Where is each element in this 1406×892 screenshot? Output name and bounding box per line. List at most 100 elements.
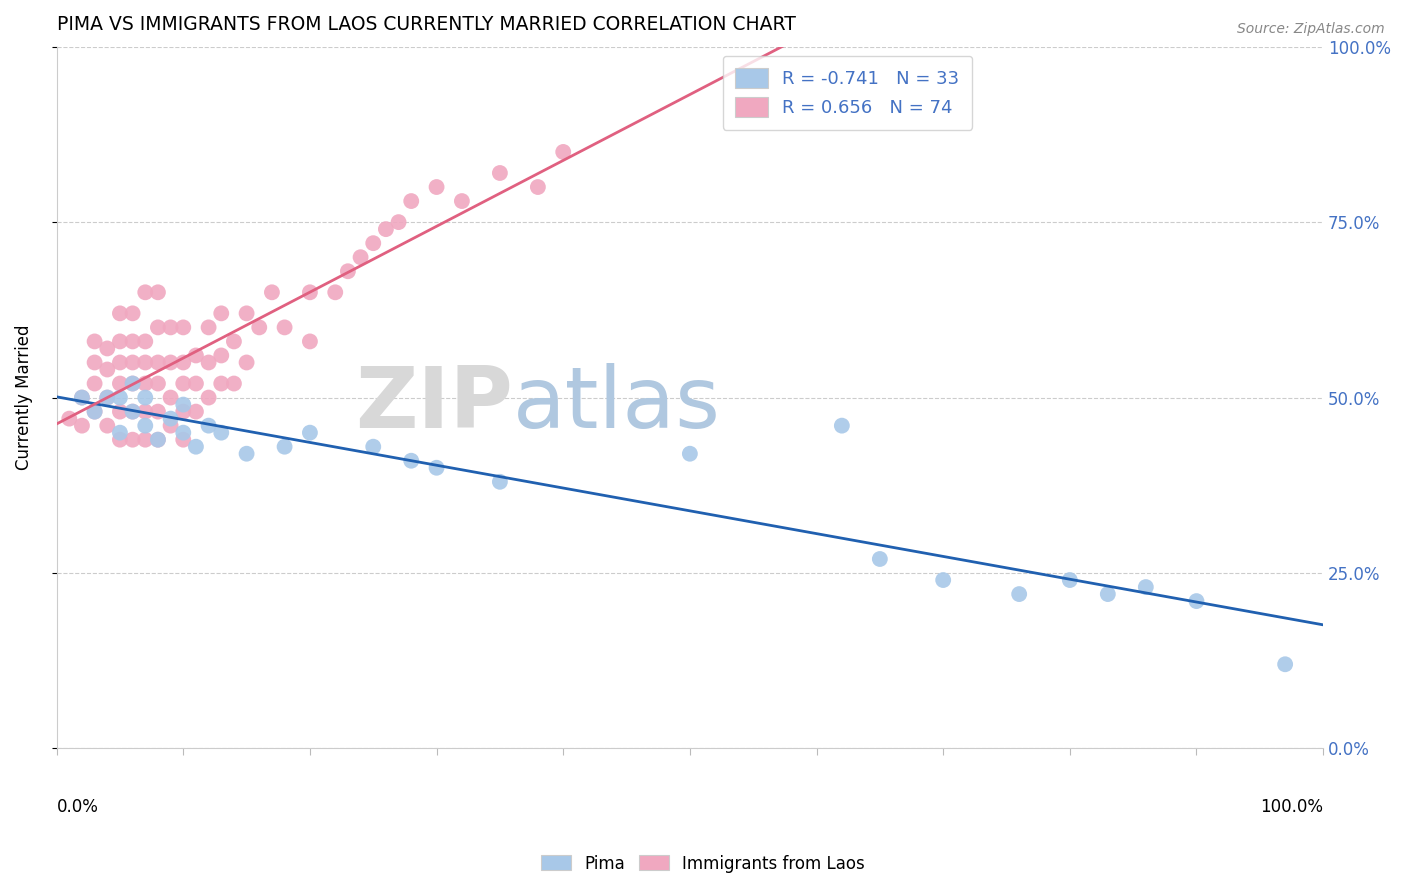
Point [831,418,853,433]
Point [96,391,118,405]
Point [1008,587,1031,601]
Point [426,180,449,194]
Point [146,285,169,300]
Point [399,194,422,208]
Point [235,447,257,461]
Point [83,404,105,418]
Point [134,334,156,349]
Point [1097,587,1119,601]
Point [159,355,181,369]
Point [235,355,257,369]
Point [159,391,181,405]
Point [349,250,371,264]
Y-axis label: Currently Married: Currently Married [15,325,32,470]
Point [197,391,219,405]
Point [108,334,131,349]
Point [134,418,156,433]
Point [235,306,257,320]
Point [361,440,384,454]
Point [336,264,359,278]
Point [121,376,143,391]
Legend: R = -0.741   N = 33, R = 0.656   N = 74: R = -0.741 N = 33, R = 0.656 N = 74 [723,55,972,129]
Point [70,418,93,433]
Text: Source: ZipAtlas.com: Source: ZipAtlas.com [1237,22,1385,37]
Point [146,355,169,369]
Point [197,355,219,369]
Point [197,320,219,334]
Point [399,454,422,468]
Point [184,440,207,454]
Text: ZIP: ZIP [354,363,513,446]
Point [134,404,156,418]
Text: 100.0%: 100.0% [1260,797,1323,815]
Point [172,433,194,447]
Point [134,391,156,405]
Point [323,285,346,300]
Point [222,334,245,349]
Point [172,355,194,369]
Point [108,355,131,369]
Point [121,334,143,349]
Point [184,404,207,418]
Point [197,418,219,433]
Point [361,236,384,251]
Point [172,376,194,391]
Point [489,166,512,180]
Point [298,334,321,349]
Point [273,320,295,334]
Text: atlas: atlas [513,363,720,446]
Point [96,391,118,405]
Point [374,222,396,236]
Point [83,376,105,391]
Point [83,334,105,349]
Point [222,376,245,391]
Point [121,404,143,418]
Point [121,404,143,418]
Point [247,320,270,334]
Point [83,404,105,418]
Point [108,404,131,418]
Point [298,425,321,440]
Point [553,145,575,159]
Point [146,433,169,447]
Point [108,306,131,320]
Point [451,194,474,208]
Point [172,425,194,440]
Point [121,376,143,391]
Point [146,433,169,447]
Point [273,440,295,454]
Point [869,552,891,566]
Point [159,411,181,425]
Point [121,433,143,447]
Point [184,349,207,363]
Point [209,306,232,320]
Point [489,475,512,489]
Text: PIMA VS IMMIGRANTS FROM LAOS CURRENTLY MARRIED CORRELATION CHART: PIMA VS IMMIGRANTS FROM LAOS CURRENTLY M… [56,15,796,34]
Point [146,376,169,391]
Point [70,391,93,405]
Point [1135,580,1157,594]
Point [172,404,194,418]
Point [83,355,105,369]
Point [96,342,118,356]
Point [679,447,702,461]
Point [387,215,409,229]
Point [172,320,194,334]
Point [527,180,550,194]
Point [209,349,232,363]
Point [70,391,93,405]
Point [134,355,156,369]
Point [159,418,181,433]
Point [209,376,232,391]
Point [260,285,283,300]
Point [298,285,321,300]
Point [209,425,232,440]
Point [121,306,143,320]
Point [134,285,156,300]
Point [96,362,118,376]
Text: 0.0%: 0.0% [56,797,98,815]
Point [108,425,131,440]
Point [159,320,181,334]
Point [932,573,955,587]
Point [146,320,169,334]
